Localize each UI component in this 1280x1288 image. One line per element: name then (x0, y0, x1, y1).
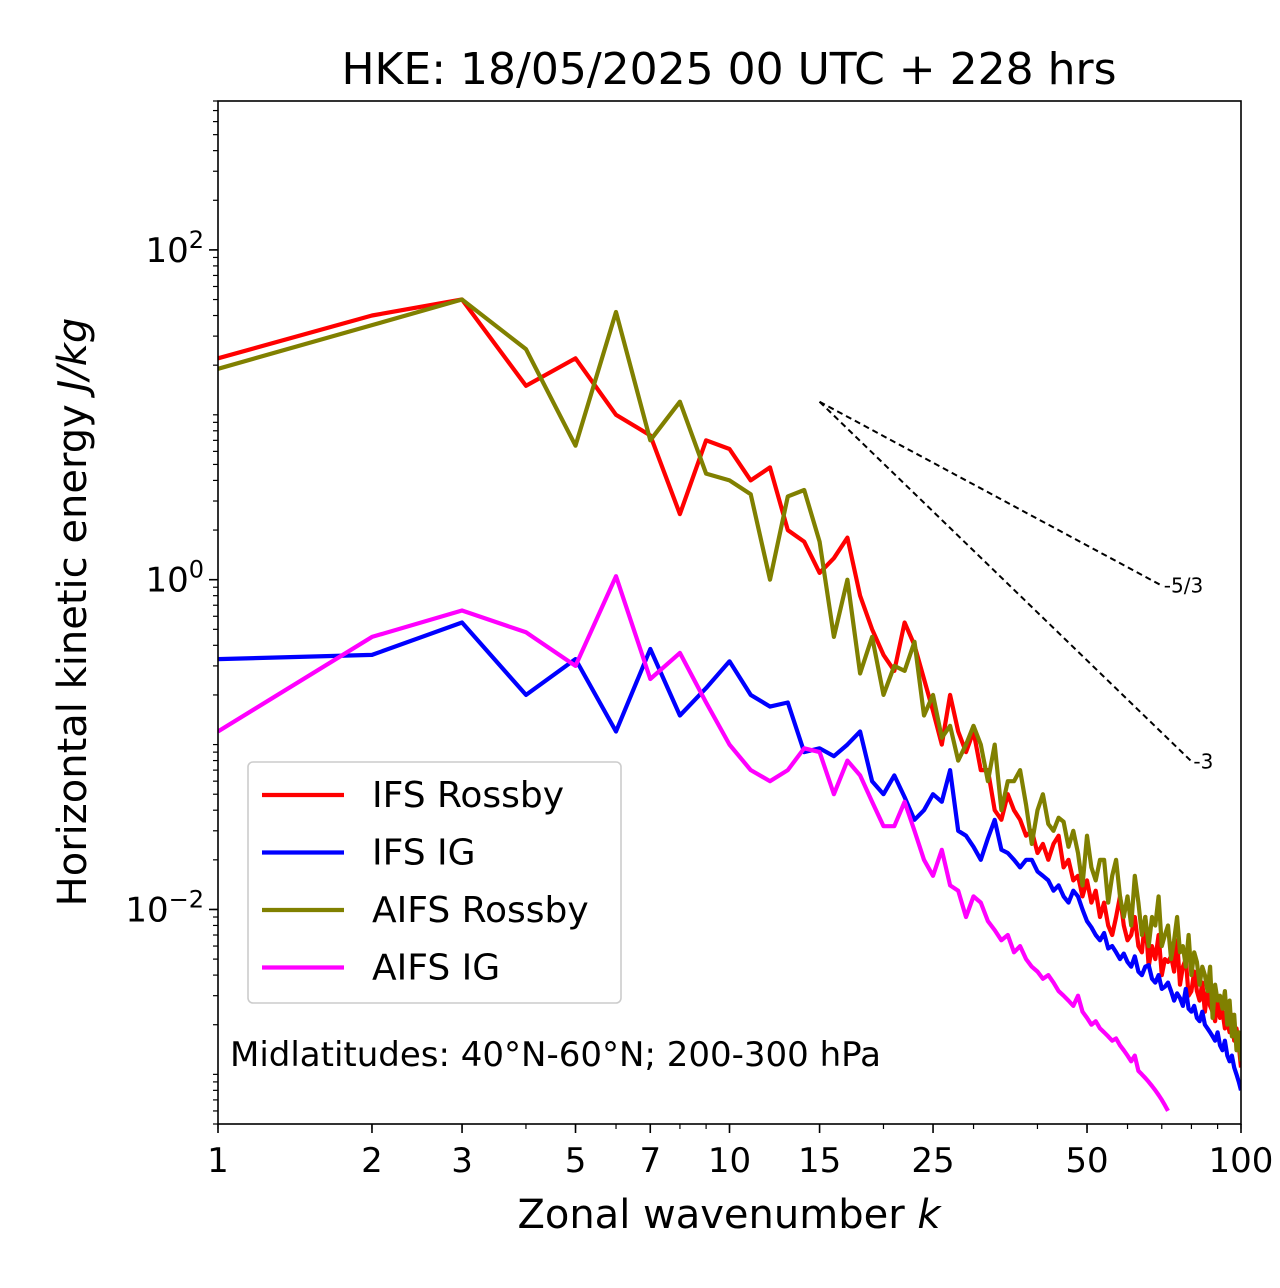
region-annotation: Midlatitudes: 40°N-60°N; 200-300 hPa (230, 1035, 881, 1075)
x-tick-label: 7 (639, 1141, 661, 1181)
x-tick-label: 25 (911, 1141, 954, 1181)
y-tick-label: 100 (145, 556, 204, 601)
x-tick-label: 3 (451, 1141, 473, 1181)
reference-slopes: -5/3 -3 (818, 400, 1213, 773)
x-axis-label-text: Zonal wavenumber (517, 1192, 917, 1238)
y-tick-label: 102 (145, 226, 204, 271)
x-tick-label: 15 (798, 1141, 841, 1181)
reference-slope-line (818, 401, 1193, 763)
x-tick-label: 100 (1209, 1141, 1274, 1181)
reference-slope-label: -3 (1193, 749, 1213, 773)
legend-box (247, 761, 622, 1004)
x-tick-label: 5 (565, 1141, 587, 1181)
y-axis-label-text: Horizontal kinetic energy (50, 392, 96, 907)
legend: IFS Rossby IFS IG AIFS Rossby AIFS IG (247, 761, 622, 1004)
x-tick-label: 50 (1065, 1141, 1108, 1181)
y-axis-label: Horizontal kinetic energy J/kg (50, 318, 96, 907)
series-layer (218, 297, 1241, 1112)
series-line-ifs-ig (218, 620, 1241, 1091)
y-tick-label: 10−2 (125, 885, 204, 930)
x-axis-label: Zonal wavenumber k (517, 1192, 942, 1238)
legend-label-ifs-ig: IFS IG (372, 833, 476, 874)
x-tick-label: 10 (708, 1141, 751, 1181)
series-line-aifs-ig (218, 574, 1170, 1112)
x-tick-label: 1 (207, 1141, 229, 1181)
legend-label-aifs-rossby: AIFS Rossby (372, 890, 589, 931)
legend-label-ifs-rossby: IFS Rossby (372, 775, 564, 816)
legend-items: IFS Rossby IFS IG AIFS Rossby AIFS IG (262, 775, 589, 989)
y-axis-ticks: 10−2 100 102 (125, 100, 218, 1125)
legend-label-aifs-ig: AIFS IG (372, 948, 500, 989)
reference-slope-label: -5/3 (1164, 574, 1203, 598)
series-line-ifs-rossby (218, 297, 1241, 1068)
chart-title: HKE: 18/05/2025 00 UTC + 228 hrs (341, 44, 1116, 95)
x-axis-ticks: 1 2 3 5 7 10 15 25 50 100 (207, 1124, 1273, 1181)
reference-slope-line (819, 400, 1163, 587)
x-axis-label-symbol: k (917, 1192, 942, 1238)
y-axis-label-unit: J/kg (50, 318, 96, 399)
series-line-aifs-rossby (218, 297, 1241, 1062)
x-tick-label: 2 (361, 1141, 383, 1181)
